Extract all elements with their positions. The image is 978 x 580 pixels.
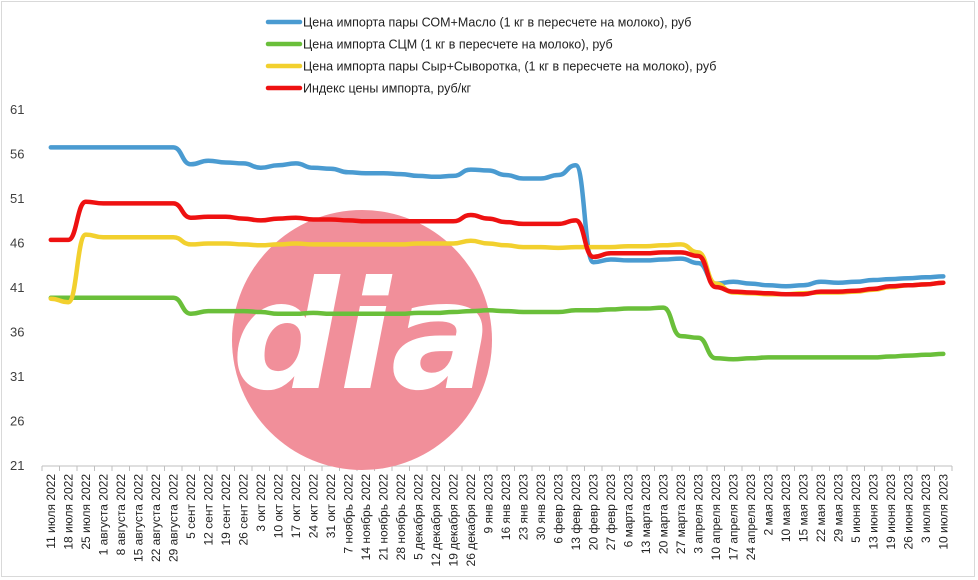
x-tick-label: 5 июня 2023 (849, 474, 863, 543)
x-tick-label: 19 сент 2022 (219, 474, 233, 546)
x-tick-label: 12 сент 2022 (201, 474, 215, 546)
y-tick-label: 36 (10, 325, 24, 340)
x-tick-label: 17 окт 2022 (289, 474, 303, 539)
x-tick-label: 28 ноябрь 2022 (394, 474, 408, 561)
x-tick-label: 14 ноябрь 2022 (359, 474, 373, 561)
x-tick-label: 20 марта 2023 (656, 474, 670, 554)
series-line-2 (48, 295, 946, 362)
x-tick-label: 20 февр 2023 (586, 474, 600, 551)
y-tick-label: 31 (10, 369, 24, 384)
dia-watermark-logo: dia (232, 210, 492, 470)
x-tick-label: 10 мая 2023 (779, 474, 793, 542)
x-axis: 11 июля 2022 18 июля 2022 25 июля 2022 1 ав… (41, 465, 953, 567)
x-tick-label: 9 янв 2023 (481, 474, 495, 534)
legend-label-1: Цена импорта пары СОМ+Масло (1 кг в пере… (303, 16, 691, 30)
y-tick-label: 61 (10, 102, 24, 117)
watermark-text: dia (232, 250, 492, 424)
x-tick-label: 13 марта 2023 (639, 474, 653, 554)
x-tick-label: 5 сент 2022 (184, 474, 198, 539)
y-axis: 21 26 31 36 41 46 51 56 61 (10, 102, 24, 473)
x-tick-label: 29 августа 2022 (166, 474, 180, 562)
x-tick-label: 19 декабря 2022 (446, 474, 460, 567)
x-tick-label: 2 мая 2023 (761, 474, 775, 536)
x-tick-label: 22 мая 2023 (814, 474, 828, 542)
x-tick-label: 5 декабря 2022 (411, 474, 425, 560)
x-tick-label: 3 апреля 2023 (691, 474, 705, 554)
y-tick-label: 21 (10, 458, 24, 473)
x-tick-label: 30 янв 2023 (534, 474, 548, 541)
x-tick-label: 6 марта 2023 (621, 474, 635, 548)
x-tick-label: 23 янв 2023 (516, 474, 530, 541)
x-tick-label: 22 августа 2022 (149, 474, 163, 562)
y-tick-label: 51 (10, 191, 24, 206)
x-tick-label: 24 окт 2022 (306, 474, 320, 539)
x-tick-label: 26 декабря 2022 (464, 474, 478, 567)
y-tick-label: 26 (10, 414, 24, 429)
x-tick-label: 12 декабря 2022 (429, 474, 443, 567)
x-tick-label: 16 янв 2023 (499, 474, 513, 541)
x-tick-label: 25 июля 2022 (79, 474, 93, 550)
x-tick-label: 29 мая 2023 (831, 474, 845, 542)
series-lines (48, 145, 946, 362)
series-line-4 (48, 199, 946, 297)
x-tick-label: 17 апреля 2023 (726, 474, 740, 561)
y-tick-label: 46 (10, 236, 24, 251)
watermark-circle (232, 210, 492, 470)
series-line-1 (48, 145, 946, 289)
x-tick-label: 13 февр 2023 (569, 474, 583, 551)
y-tick-label: 41 (10, 280, 24, 295)
x-tick-label: 15 мая 2023 (796, 474, 810, 542)
x-tick-label: 3 июля 2023 (919, 474, 933, 543)
x-tick-label: 18 июля 2022 (61, 474, 75, 550)
x-tick-label: 27 февр 2023 (604, 474, 618, 551)
x-tick-label: 19 июня 2023 (884, 474, 898, 550)
legend-label-3: Цена импорта пары Сыр+Сыворотка, (1 кг в… (303, 60, 716, 74)
x-tick-label: 26 сент 2022 (236, 474, 250, 546)
x-tick-label: 21 ноябрь 2022 (376, 474, 390, 561)
x-tick-label: 11 июля 2022 (44, 474, 58, 549)
x-tick-label: 8 августа 2022 (114, 474, 128, 556)
x-tick-label: 10 апреля 2023 (709, 474, 723, 561)
x-tick-label: 24 апреля 2023 (744, 474, 758, 561)
x-tick-label: 31 окт 2022 (324, 474, 338, 539)
x-tick-label: 27 марта 2023 (674, 474, 688, 554)
x-tick-label: 1 августа 2022 (96, 474, 110, 556)
legend-label-4: Индекс цены импорта, руб/кг (303, 82, 472, 96)
x-tick-label: 7 ноябрь 2022 (341, 474, 355, 554)
x-tick-label: 15 августа 2022 (131, 474, 145, 562)
x-tick-label: 6 февр 2023 (551, 474, 565, 544)
y-tick-label: 56 (10, 147, 24, 162)
legend-label-2: Цена импорта СЦМ (1 кг в пересчете на мо… (303, 38, 613, 52)
legend: Цена импорта пары СОМ+Масло (1 кг в пере… (265, 16, 716, 96)
x-tick-label: 10 окт 2022 (271, 474, 285, 539)
x-tick-label: 3 окт 2022 (254, 474, 268, 532)
x-tick-label: 10 июля 2023 (936, 474, 950, 550)
x-tick-label: 13 июня 2023 (866, 474, 880, 550)
x-tick-label: 26 июня 2023 (901, 474, 915, 550)
